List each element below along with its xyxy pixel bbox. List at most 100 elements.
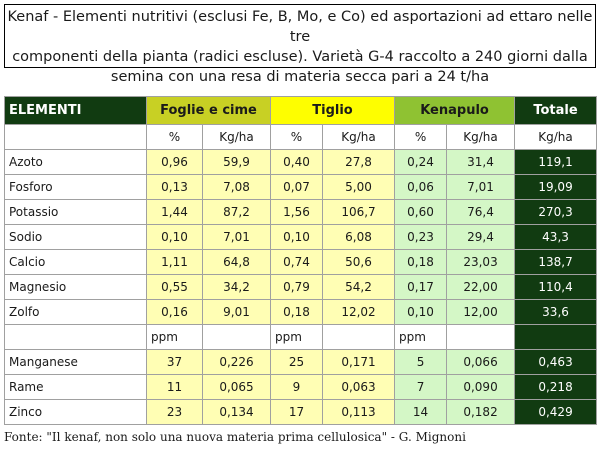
table-row: Zinco 23 0,134 17 0,113 14 0,182 0,429 bbox=[4, 399, 598, 425]
table-row: Magnesio 0,55 34,2 0,79 54,2 0,17 22,00 110,4 bbox=[4, 274, 598, 300]
kenapulo-pct-cell: 0,18 bbox=[394, 249, 448, 275]
source-note: Fonte: "Il kenaf, non solo una nuova mat… bbox=[4, 430, 466, 444]
foglie-ppm-cell: 37 bbox=[146, 349, 203, 375]
tiglio-pct-cell: 0,74 bbox=[270, 249, 323, 275]
element-name: Manganese bbox=[4, 349, 147, 375]
tiglio-kgha-cell: 54,2 bbox=[321, 274, 396, 300]
table-caption: Kenaf - Elementi nutritivi (esclusi Fe, … bbox=[4, 4, 596, 85]
nutrients-table: ELEMENTI Foglie e cime Tiglio Kenapulo T… bbox=[4, 96, 598, 425]
ppm-foglie-kg-blank bbox=[202, 324, 271, 350]
totale-cell: 33,6 bbox=[514, 299, 598, 325]
table-row: Azoto 0,96 59,9 0,40 27,8 0,24 31,4 119,1 bbox=[4, 149, 598, 175]
unit-foglie-pct: % bbox=[146, 124, 203, 150]
ppm-kenapulo: ppm bbox=[394, 324, 448, 350]
kenapulo-kgha-cell: 7,01 bbox=[446, 174, 516, 200]
foglie-kgha-cell: 64,8 bbox=[202, 249, 271, 275]
totale-cell: 0,218 bbox=[514, 374, 598, 400]
unit-tiglio-pct: % bbox=[270, 124, 323, 150]
ppm-kenapulo-kg-blank bbox=[446, 324, 516, 350]
totale-cell: 270,3 bbox=[514, 199, 598, 225]
tiglio-kgha-cell: 0,171 bbox=[321, 349, 396, 375]
tiglio-kgha-cell: 27,8 bbox=[321, 149, 396, 175]
header-foglie-e-cime: Foglie e cime bbox=[146, 96, 271, 125]
foglie-kgha-cell: 0,134 bbox=[202, 399, 271, 425]
element-name: Fosforo bbox=[4, 174, 147, 200]
totale-cell: 119,1 bbox=[514, 149, 598, 175]
caption-line-1: Kenaf - Elementi nutritivi (esclusi Fe, … bbox=[7, 9, 593, 45]
unit-row: % Kg/ha % Kg/ha % Kg/ha Kg/ha bbox=[4, 124, 598, 150]
tiglio-pct-cell: 0,18 bbox=[270, 299, 323, 325]
ppm-blank bbox=[4, 324, 147, 350]
tiglio-pct-cell: 0,79 bbox=[270, 274, 323, 300]
totale-cell: 0,429 bbox=[514, 399, 598, 425]
header-row: ELEMENTI Foglie e cime Tiglio Kenapulo T… bbox=[4, 96, 598, 125]
kenapulo-pct-cell: 0,10 bbox=[394, 299, 448, 325]
foglie-kgha-cell: 9,01 bbox=[202, 299, 271, 325]
element-name: Rame bbox=[4, 374, 147, 400]
tiglio-ppm-cell: 9 bbox=[270, 374, 323, 400]
unit-foglie-kgha: Kg/ha bbox=[202, 124, 271, 150]
table-row: Potassio 1,44 87,2 1,56 106,7 0,60 76,4 270,3 bbox=[4, 199, 598, 225]
tiglio-pct-cell: 0,40 bbox=[270, 149, 323, 175]
tiglio-ppm-cell: 25 bbox=[270, 349, 323, 375]
kenapulo-pct-cell: 0,17 bbox=[394, 274, 448, 300]
unit-blank bbox=[4, 124, 147, 150]
tiglio-kgha-cell: 12,02 bbox=[321, 299, 396, 325]
kenapulo-kgha-cell: 29,4 bbox=[446, 224, 516, 250]
kenapulo-ppm-cell: 5 bbox=[394, 349, 448, 375]
kenapulo-kgha-cell: 31,4 bbox=[446, 149, 516, 175]
element-name: Azoto bbox=[4, 149, 147, 175]
kenapulo-pct-cell: 0,24 bbox=[394, 149, 448, 175]
tiglio-kgha-cell: 50,6 bbox=[321, 249, 396, 275]
unit-totale-kgha: Kg/ha bbox=[514, 124, 598, 150]
tiglio-pct-cell: 0,10 bbox=[270, 224, 323, 250]
foglie-pct-cell: 1,11 bbox=[146, 249, 203, 275]
totale-cell: 138,7 bbox=[514, 249, 598, 275]
foglie-kgha-cell: 0,226 bbox=[202, 349, 271, 375]
table-row: Fosforo 0,13 7,08 0,07 5,00 0,06 7,01 19,09 bbox=[4, 174, 598, 200]
kenapulo-kgha-cell: 0,090 bbox=[446, 374, 516, 400]
element-name: Zinco bbox=[4, 399, 147, 425]
kenapulo-pct-cell: 0,06 bbox=[394, 174, 448, 200]
kenapulo-kgha-cell: 23,03 bbox=[446, 249, 516, 275]
table-row: Zolfo 0,16 9,01 0,18 12,02 0,10 12,00 33,6 bbox=[4, 299, 598, 325]
totale-cell: 43,3 bbox=[514, 224, 598, 250]
header-tiglio: Tiglio bbox=[269, 96, 396, 125]
unit-kenapulo-pct: % bbox=[394, 124, 448, 150]
kenapulo-kgha-cell: 76,4 bbox=[446, 199, 516, 225]
foglie-pct-cell: 0,55 bbox=[146, 274, 203, 300]
tiglio-kgha-cell: 0,113 bbox=[321, 399, 396, 425]
tiglio-ppm-cell: 17 bbox=[270, 399, 323, 425]
caption-line-2: componenti della pianta (radici escluse)… bbox=[12, 49, 588, 65]
table-row: Calcio 1,11 64,8 0,74 50,6 0,18 23,03 138,7 bbox=[4, 249, 598, 275]
foglie-kgha-cell: 0,065 bbox=[202, 374, 271, 400]
table-row: Rame 11 0,065 9 0,063 7 0,090 0,218 bbox=[4, 374, 598, 400]
unit-tiglio-kgha: Kg/ha bbox=[321, 124, 396, 150]
totale-cell: 19,09 bbox=[514, 174, 598, 200]
element-name: Magnesio bbox=[4, 274, 147, 300]
element-name: Zolfo bbox=[4, 299, 147, 325]
foglie-pct-cell: 0,13 bbox=[146, 174, 203, 200]
kenapulo-kgha-cell: 12,00 bbox=[446, 299, 516, 325]
element-name: Calcio bbox=[4, 249, 147, 275]
foglie-ppm-cell: 11 bbox=[146, 374, 203, 400]
ppm-tiglio-kg-blank bbox=[321, 324, 396, 350]
kenapulo-kgha-cell: 0,066 bbox=[446, 349, 516, 375]
header-totale: Totale bbox=[514, 96, 598, 125]
element-name: Potassio bbox=[4, 199, 147, 225]
header-elementi: ELEMENTI bbox=[4, 96, 147, 125]
totale-cell: 0,463 bbox=[514, 349, 598, 375]
foglie-kgha-cell: 34,2 bbox=[202, 274, 271, 300]
tiglio-kgha-cell: 5,00 bbox=[321, 174, 396, 200]
totale-cell: 110,4 bbox=[514, 274, 598, 300]
kenapulo-pct-cell: 0,60 bbox=[394, 199, 448, 225]
foglie-ppm-cell: 23 bbox=[146, 399, 203, 425]
ppm-foglie: ppm bbox=[146, 324, 203, 350]
foglie-pct-cell: 0,16 bbox=[146, 299, 203, 325]
foglie-kgha-cell: 7,01 bbox=[202, 224, 271, 250]
kenapulo-kgha-cell: 0,182 bbox=[446, 399, 516, 425]
tiglio-pct-cell: 0,07 bbox=[270, 174, 323, 200]
ppm-unit-row: ppm ppm ppm bbox=[4, 324, 598, 350]
ppm-tiglio: ppm bbox=[270, 324, 323, 350]
kenapulo-kgha-cell: 22,00 bbox=[446, 274, 516, 300]
